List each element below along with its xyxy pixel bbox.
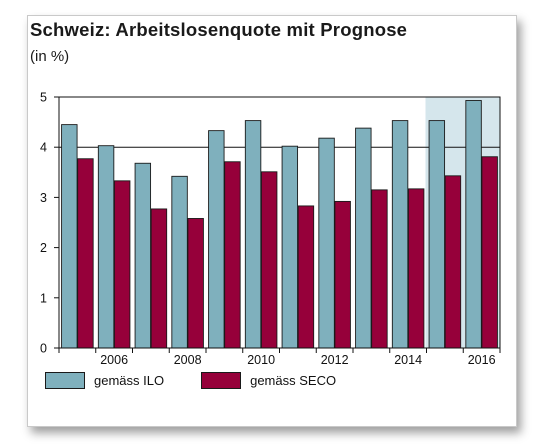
bar-ilo-2009 xyxy=(208,130,225,349)
bar-ilo-2005 xyxy=(61,124,78,349)
bar-seco-2008 xyxy=(187,218,204,349)
bar-seco-2005 xyxy=(77,158,94,349)
bar-ilo-2011 xyxy=(281,145,299,349)
legend-label-seco: gemäss SECO xyxy=(250,372,337,388)
bar-seco-2011 xyxy=(297,205,315,349)
x-tick-label-2016: 2016 xyxy=(468,353,496,367)
x-tick-label-2008: 2008 xyxy=(174,353,202,367)
bar-seco-2016 xyxy=(481,156,498,349)
x-tick-label-2012: 2012 xyxy=(321,353,349,367)
y-tick-label-2: 2 xyxy=(40,241,47,255)
legend-item-ilo: gemäss ILO xyxy=(45,371,165,389)
bar-seco-2007 xyxy=(150,208,168,349)
legend-swatch-ilo xyxy=(45,371,85,389)
y-tick-label-5: 5 xyxy=(40,91,47,105)
x-tick-label-2006: 2006 xyxy=(100,353,128,367)
y-tick-label-0: 0 xyxy=(40,342,47,356)
legend-label-ilo: gemäss ILO xyxy=(94,372,165,388)
y-tick-label-4: 4 xyxy=(40,141,47,155)
bar-seco-2015 xyxy=(444,175,462,349)
chart-title: Schweiz: Arbeitslosenquote mit Prognose xyxy=(30,19,408,40)
bar-seco-2012 xyxy=(334,200,351,349)
y-tick-label-1: 1 xyxy=(40,291,47,305)
x-tick-label-2014: 2014 xyxy=(394,353,422,367)
y-tick-label-3: 3 xyxy=(40,191,47,205)
bar-ilo-2006 xyxy=(97,145,115,349)
legend: gemäss ILO gemäss SECO xyxy=(45,369,373,391)
x-tick-label-2010: 2010 xyxy=(247,353,275,367)
bar-seco-2014 xyxy=(407,188,425,349)
y-axis-unit-label: (in %) xyxy=(30,48,70,65)
legend-item-seco: gemäss SECO xyxy=(201,371,337,389)
bar-ilo-2012 xyxy=(318,137,335,349)
bar-seco-2010 xyxy=(260,171,278,349)
legend-swatch-seco xyxy=(201,371,242,389)
bar-seco-2009 xyxy=(224,161,241,349)
bar-seco-2006 xyxy=(113,180,131,349)
bar-ilo-2016 xyxy=(465,100,482,349)
bar-ilo-2013 xyxy=(355,127,372,349)
bar-ilo-2014 xyxy=(391,120,409,349)
bar-ilo-2010 xyxy=(244,120,262,349)
bar-seco-2013 xyxy=(371,189,388,349)
bar-ilo-2007 xyxy=(134,162,152,349)
bar-ilo-2008 xyxy=(171,175,188,349)
bar-ilo-2015 xyxy=(428,120,446,349)
